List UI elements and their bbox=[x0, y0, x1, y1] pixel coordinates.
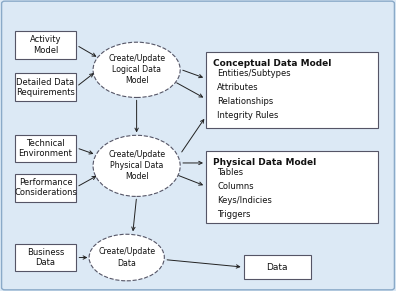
Ellipse shape bbox=[89, 234, 164, 281]
Text: Relationships: Relationships bbox=[217, 97, 273, 106]
Text: Detailed Data
Requirements: Detailed Data Requirements bbox=[16, 78, 75, 97]
FancyBboxPatch shape bbox=[15, 174, 76, 201]
Text: Tables: Tables bbox=[217, 168, 243, 177]
FancyBboxPatch shape bbox=[15, 244, 76, 271]
Text: Attributes: Attributes bbox=[217, 83, 259, 92]
FancyBboxPatch shape bbox=[15, 74, 76, 101]
Text: Create/Update
Data: Create/Update Data bbox=[98, 247, 155, 268]
Text: Create/Update
Logical Data
Model: Create/Update Logical Data Model bbox=[108, 54, 165, 86]
Ellipse shape bbox=[93, 135, 180, 196]
Text: Conceptual Data Model: Conceptual Data Model bbox=[213, 59, 331, 68]
FancyBboxPatch shape bbox=[206, 151, 378, 223]
Ellipse shape bbox=[93, 42, 180, 97]
FancyBboxPatch shape bbox=[15, 31, 76, 59]
Text: Triggers: Triggers bbox=[217, 210, 251, 219]
Text: Business
Data: Business Data bbox=[27, 248, 64, 267]
FancyBboxPatch shape bbox=[244, 255, 311, 279]
Text: Physical Data Model: Physical Data Model bbox=[213, 158, 316, 167]
Text: Technical
Environment: Technical Environment bbox=[19, 139, 72, 158]
FancyBboxPatch shape bbox=[206, 52, 378, 128]
Text: Create/Update
Physical Data
Model: Create/Update Physical Data Model bbox=[108, 150, 165, 182]
Text: Keys/Indicies: Keys/Indicies bbox=[217, 196, 272, 205]
Text: Performance
Considerations: Performance Considerations bbox=[14, 178, 77, 197]
Text: Data: Data bbox=[267, 263, 288, 272]
Text: Integrity Rules: Integrity Rules bbox=[217, 111, 278, 120]
Text: Activity
Model: Activity Model bbox=[30, 36, 61, 55]
Text: Entities/Subtypes: Entities/Subtypes bbox=[217, 69, 291, 78]
FancyBboxPatch shape bbox=[15, 134, 76, 162]
Text: Columns: Columns bbox=[217, 182, 253, 191]
